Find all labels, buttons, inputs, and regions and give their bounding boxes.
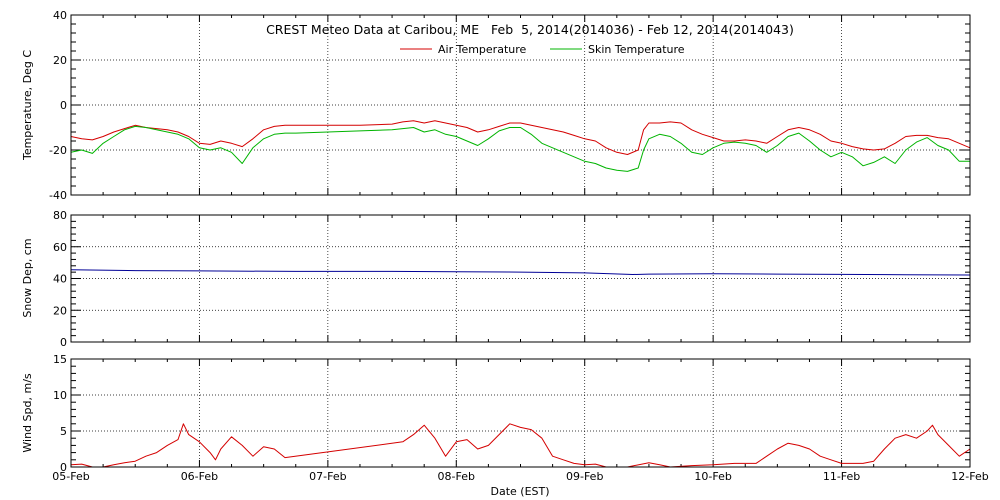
temperature-plot-frame [70, 14, 971, 196]
snow-depth-y-tick-label: 20 [53, 304, 67, 317]
temperature-y-axis-label: Temperature, Deg C [21, 50, 34, 161]
x-tick-label: 11-Feb [823, 470, 860, 483]
snow-depth-y-tick-label: 0 [60, 336, 67, 349]
temperature-y-tick-label: -20 [49, 144, 67, 157]
air-temperature-line [70, 120, 971, 155]
temperature-y-tick-label: 0 [60, 99, 67, 112]
snow-depth-panel: 0 20 40 60 80 Snow Dep, cm [21, 209, 971, 349]
temperature-y-tick-label: 40 [53, 9, 67, 22]
date-x-tick-labels: 05-Feb 06-Feb 07-Feb 08-Feb 09-Feb 10-Feb 11-F… [52, 470, 988, 483]
wind-speed-grid [71, 359, 970, 467]
x-axis-label: Date (EST) [490, 485, 549, 498]
x-tick-label: 09-Feb [566, 470, 603, 483]
x-tick-label: 12-Feb [951, 470, 988, 483]
snow-depth-y-tick-label: 80 [53, 209, 67, 222]
snow-depth-y-tick-label: 60 [53, 241, 67, 254]
legend-label-air-temperature: Air Temperature [438, 43, 527, 56]
temperature-y-tick-label: -40 [49, 189, 67, 202]
x-tick-label: 08-Feb [438, 470, 475, 483]
wind-speed-y-tick-labels: 0 5 10 15 [53, 353, 67, 474]
wind-speed-y-axis-label: Wind Spd, m/s [21, 373, 34, 453]
legend: Air Temperature Skin Temperature [400, 43, 685, 56]
chart-title: CREST Meteo Data at Caribou, ME Feb 5, 2… [266, 22, 794, 37]
wind-speed-series [70, 423, 971, 468]
x-tick-label: 06-Feb [181, 470, 218, 483]
skin-temperature-line [70, 125, 970, 172]
wind-speed-y-tick-label: 5 [60, 425, 67, 438]
temperature-panel: -40 -20 0 20 40 Temperature, Deg C CREST Met… [21, 9, 971, 202]
snow-depth-grid [71, 215, 970, 342]
temperature-series [70, 120, 971, 172]
snow-depth-line [70, 269, 971, 276]
wind-speed-plot-frame [70, 358, 971, 468]
x-tick-label: 05-Feb [52, 470, 89, 483]
snow-depth-y-tick-label: 40 [53, 273, 67, 286]
temperature-grid [71, 15, 970, 195]
legend-label-skin-temperature: Skin Temperature [588, 43, 685, 56]
snow-depth-y-axis-label: Snow Dep, cm [21, 238, 34, 317]
temperature-y-tick-labels: -40 -20 0 20 40 [49, 9, 67, 202]
snow-depth-series [70, 269, 971, 276]
snow-depth-plot-frame [70, 214, 971, 343]
wind-speed-line [70, 423, 971, 468]
temperature-y-tick-label: 20 [53, 54, 67, 67]
snow-depth-y-tick-labels: 0 20 40 60 80 [53, 209, 67, 349]
x-tick-label: 07-Feb [309, 470, 346, 483]
wind-speed-y-tick-label: 0 [60, 461, 67, 474]
wind-speed-y-tick-label: 15 [53, 353, 67, 366]
wind-speed-y-tick-label: 10 [53, 389, 67, 402]
x-tick-label: 10-Feb [694, 470, 731, 483]
